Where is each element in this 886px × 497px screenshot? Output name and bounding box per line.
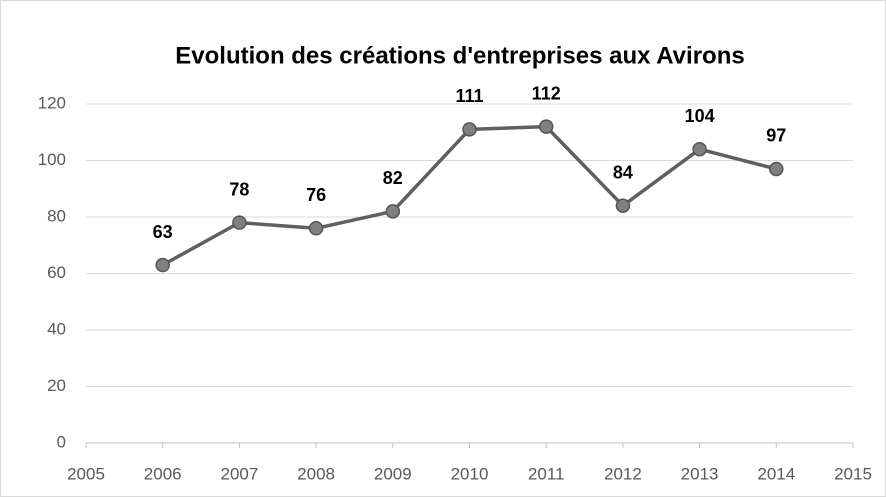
data-point (155, 257, 170, 273)
data-label: 111 (455, 86, 483, 106)
chart-title: Evolution des créations d'entreprises au… (175, 42, 744, 69)
data-point (615, 198, 631, 213)
x-tick-label: 2007 (220, 464, 258, 483)
x-tick-label: 2011 (528, 464, 565, 483)
data-label: 78 (229, 179, 249, 199)
y-tick-label: 80 (47, 206, 66, 225)
y-tick-label: 0 (57, 432, 66, 451)
data-point (769, 161, 784, 177)
data-point (692, 141, 707, 157)
y-tick-label: 40 (47, 319, 66, 338)
data-label: 84 (613, 162, 633, 182)
x-tick-label: 2014 (757, 464, 795, 483)
x-tick-label: 2013 (681, 464, 719, 483)
y-tick-label: 120 (38, 93, 66, 112)
data-label: 63 (153, 222, 173, 242)
x-tick-label: 2015 (834, 464, 872, 483)
data-label: 112 (532, 83, 561, 103)
x-tick-label: 2012 (604, 464, 642, 483)
data-label: 76 (306, 185, 326, 205)
data-label: 104 (685, 106, 715, 126)
data-point (385, 204, 401, 219)
y-tick-label: 100 (38, 150, 66, 169)
x-tick-label: 2009 (374, 464, 412, 483)
data-point (538, 119, 554, 134)
data-label: 97 (766, 126, 786, 146)
x-tick-label: 2005 (67, 464, 105, 483)
x-tick-label: 2010 (451, 464, 489, 483)
y-tick-label: 20 (47, 376, 66, 395)
y-tick-label: 60 (47, 263, 66, 282)
data-point (232, 215, 247, 230)
data-label: 82 (383, 168, 403, 188)
x-tick-label: 2008 (297, 464, 335, 483)
x-tick-label: 2006 (144, 464, 182, 483)
data-point (462, 122, 477, 137)
data-point (308, 221, 324, 236)
